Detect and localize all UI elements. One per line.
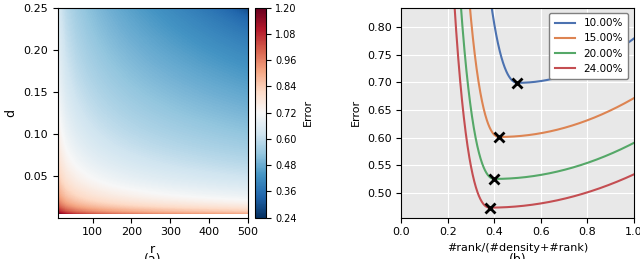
10.00% [500,63,508,66]
24.00% [579,192,587,195]
Line: 20.00%: 20.00% [401,0,634,179]
15.00% [583,119,591,122]
Y-axis label: Error: Error [351,99,362,126]
20.00% [492,177,499,181]
10.00% [492,29,499,32]
Y-axis label: d: d [4,109,17,117]
15.00% [630,97,637,100]
20.00% [579,163,587,166]
15.00% [579,120,587,124]
24.00% [492,206,499,209]
20.00% [500,177,508,180]
X-axis label: #rank/(#density+#rank): #rank/(#density+#rank) [447,243,588,253]
20.00% [490,177,498,181]
15.00% [495,135,503,139]
10.00% [583,66,591,69]
24.00% [500,206,508,209]
24.00% [583,191,591,194]
X-axis label: r: r [150,243,156,256]
20.00% [557,169,565,172]
Line: 15.00%: 15.00% [401,0,634,137]
24.00% [630,173,637,176]
20.00% [583,162,591,165]
Legend: 10.00%, 15.00%, 20.00%, 24.00%: 10.00%, 15.00%, 20.00%, 24.00% [549,13,628,79]
10.00% [557,75,565,78]
20.00% [630,141,637,145]
Line: 10.00%: 10.00% [401,0,634,83]
24.00% [557,198,565,201]
15.00% [492,134,499,137]
Text: (a): (a) [144,253,161,259]
10.00% [630,37,637,40]
24.00% [486,206,493,209]
10.00% [514,81,522,84]
Line: 24.00%: 24.00% [401,0,634,208]
15.00% [557,127,565,130]
15.00% [500,135,508,139]
10.00% [579,67,587,70]
Text: (b): (b) [509,253,526,259]
Y-axis label: Error: Error [303,99,312,126]
